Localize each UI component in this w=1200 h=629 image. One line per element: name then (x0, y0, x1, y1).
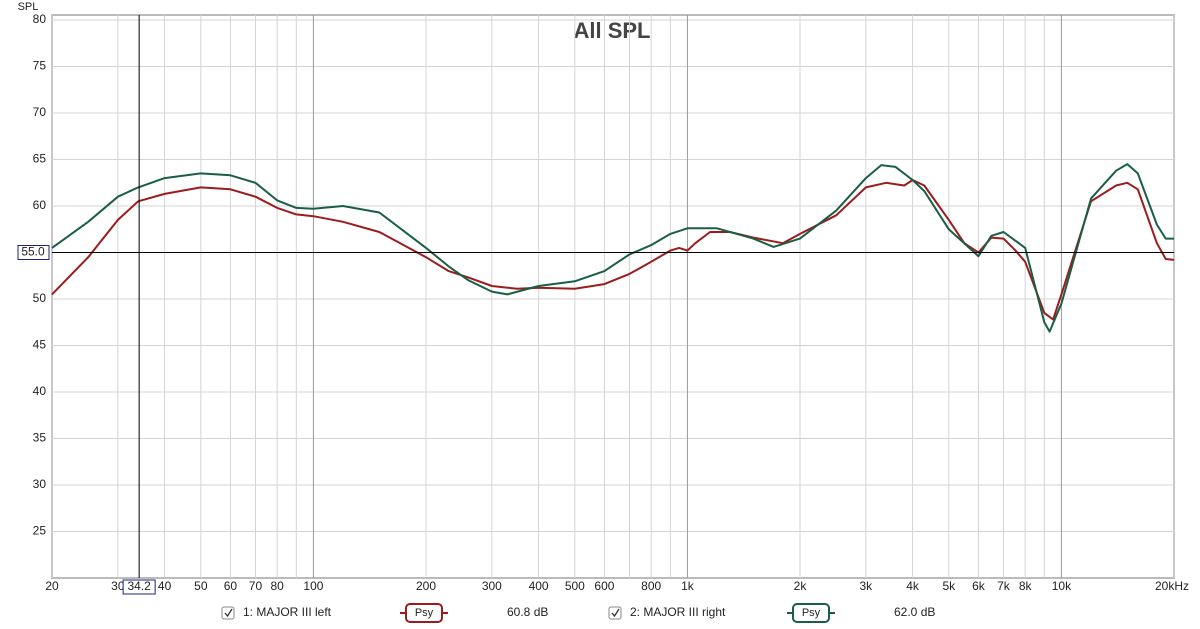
series-line (51, 179, 1175, 321)
y-tick-label: 40 (33, 384, 47, 398)
x-tick-label: 2k (794, 579, 808, 593)
x-tick-label: 3k (860, 579, 874, 593)
y-tick-label: 45 (33, 338, 47, 352)
cursor-label-box (122, 579, 156, 595)
x-tick-label: 500 (565, 579, 585, 593)
smoothing-button[interactable] (405, 603, 443, 623)
x-tick-label: 20kHz (1155, 579, 1189, 593)
y-tick-label: 25 (33, 524, 47, 538)
checkbox[interactable] (608, 606, 622, 620)
plot-area (51, 14, 1175, 579)
x-tick-label: 10k (1052, 579, 1072, 593)
cursor-y-label: 55.0 (21, 245, 45, 259)
y-axis-title: SPL (18, 1, 39, 13)
chart-title: All SPL (573, 18, 650, 43)
y-tick-label: 50 (33, 291, 47, 305)
x-tick-label: 5k (942, 579, 956, 593)
legend-label: 1: MAJOR III left (243, 605, 332, 619)
legend-label: 2: MAJOR III right (630, 605, 726, 619)
x-tick-label: 50 (194, 579, 208, 593)
legend: 1: MAJOR III left Psy 60.8 dB 2: MAJOR III … (221, 603, 935, 623)
y-tick-label: 70 (33, 105, 47, 119)
x-tick-label: 20 (45, 579, 59, 593)
smoothing-label: Psy (802, 607, 821, 619)
checkmark (224, 608, 233, 618)
smoothing-label: Psy (415, 607, 434, 619)
cursor-x-label: 34.2 (127, 579, 151, 593)
series-line (51, 163, 1174, 333)
y-tick-label: 30 (33, 477, 47, 491)
x-tick-label: 30 (111, 579, 125, 593)
y-tick-label: 35 (33, 431, 47, 445)
cursor-value: 62.0 dB (894, 605, 935, 619)
y-tick-label: 60 (33, 198, 47, 212)
x-tick-label: 60 (224, 579, 238, 593)
x-tick-label: 800 (641, 579, 661, 593)
x-tick-label: 1k (681, 579, 695, 593)
y-tick-label: 80 (33, 12, 47, 26)
cursor-label-box (17, 245, 50, 260)
cursor-value: 60.8 dB (507, 605, 548, 619)
y-tick-label: 65 (33, 152, 47, 166)
x-tick-label: 8k (1019, 579, 1033, 593)
x-tick-label: 300 (482, 579, 502, 593)
x-tick-label: 4k (906, 579, 920, 593)
x-tick-label: 6k (972, 579, 986, 593)
x-tick-label: 600 (594, 579, 614, 593)
x-tick-label: 80 (270, 579, 284, 593)
checkmark (611, 608, 620, 618)
smoothing-button[interactable] (792, 603, 830, 623)
x-tick-label: 7k (997, 579, 1011, 593)
y-tick-label: 75 (33, 59, 47, 73)
x-tick-label: 70 (249, 579, 263, 593)
checkbox[interactable] (221, 606, 235, 620)
x-tick-label: 40 (158, 579, 172, 593)
x-tick-label: 400 (529, 579, 549, 593)
x-tick-label: 200 (416, 579, 436, 593)
x-tick-label: 100 (303, 579, 323, 593)
